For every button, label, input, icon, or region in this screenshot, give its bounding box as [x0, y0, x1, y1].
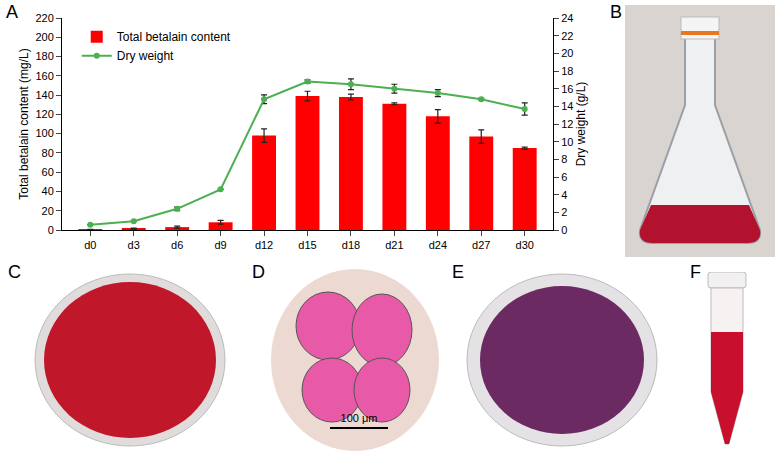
svg-text:24: 24 — [561, 12, 573, 24]
svg-text:140: 140 — [35, 89, 53, 101]
html-text:C: C — [8, 262, 21, 282]
svg-text:160: 160 — [35, 70, 53, 82]
svg-text:40: 40 — [42, 185, 54, 197]
html-text:A: A — [6, 2, 18, 22]
svg-text:d30: d30 — [516, 239, 534, 251]
svg-text:14: 14 — [561, 100, 573, 112]
svg-text:d9: d9 — [214, 239, 226, 251]
svg-text:Dry weight (g/L): Dry weight (g/L) — [574, 82, 588, 167]
svg-text:Total betalain content: Total betalain content — [117, 30, 231, 44]
svg-text:200: 200 — [35, 31, 53, 43]
svg-text:d18: d18 — [342, 239, 360, 251]
svg-text:d24: d24 — [429, 239, 447, 251]
svg-text:60: 60 — [42, 166, 54, 178]
html-text:E: E — [452, 262, 464, 282]
svg-text:100 μm: 100 μm — [341, 412, 378, 424]
svg-text:0: 0 — [48, 224, 54, 236]
svg-text:d15: d15 — [298, 239, 316, 251]
svg-text:d21: d21 — [385, 239, 403, 251]
svg-text:d6: d6 — [171, 239, 183, 251]
svg-text:d12: d12 — [255, 239, 273, 251]
svg-text:20: 20 — [42, 205, 54, 217]
html-text:F: F — [690, 262, 701, 282]
svg-text:Total betalain content (mg/L): Total betalain content (mg/L) — [17, 48, 31, 199]
svg-text:18: 18 — [561, 65, 573, 77]
svg-text:4: 4 — [561, 189, 567, 201]
svg-text:100: 100 — [35, 127, 53, 139]
svg-text:80: 80 — [42, 147, 54, 159]
svg-text:2: 2 — [561, 206, 567, 218]
svg-text:20: 20 — [561, 47, 573, 59]
svg-text:0: 0 — [561, 224, 567, 236]
svg-text:12: 12 — [561, 118, 573, 130]
svg-text:16: 16 — [561, 83, 573, 95]
svg-text:d3: d3 — [128, 239, 140, 251]
svg-text:d0: d0 — [84, 239, 96, 251]
svg-text:10: 10 — [561, 136, 573, 148]
html-text:D: D — [252, 262, 265, 282]
svg-text:220: 220 — [35, 12, 53, 24]
svg-text:120: 120 — [35, 108, 53, 120]
svg-text:d27: d27 — [472, 239, 490, 251]
html-text:B: B — [610, 2, 622, 22]
svg-text:8: 8 — [561, 153, 567, 165]
svg-text:6: 6 — [561, 171, 567, 183]
svg-text:22: 22 — [561, 30, 573, 42]
svg-text:180: 180 — [35, 50, 53, 62]
svg-text:Dry weight: Dry weight — [117, 49, 174, 63]
